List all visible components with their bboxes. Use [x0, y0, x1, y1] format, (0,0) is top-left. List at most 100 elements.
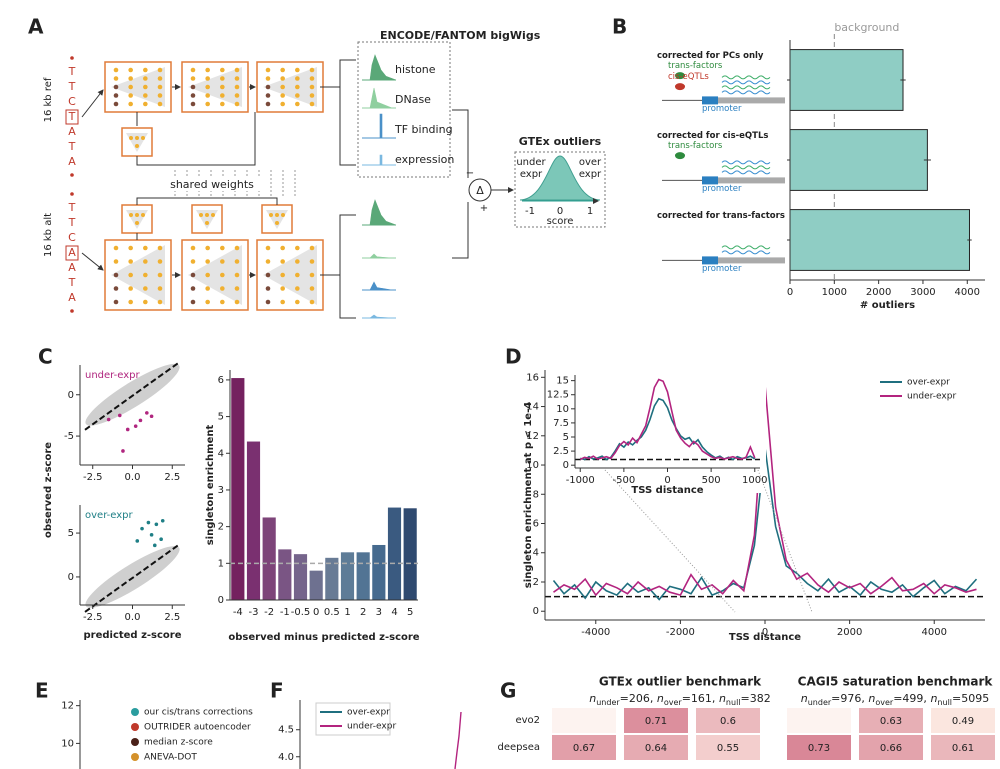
x-tick-label: 4 — [391, 607, 397, 618]
panel-label: F — [270, 679, 284, 703]
neuron — [157, 93, 163, 98]
seq-dot — [70, 173, 74, 177]
track-signal — [362, 199, 397, 226]
neuron — [113, 286, 119, 291]
bar — [293, 554, 308, 600]
gene-body — [718, 97, 785, 104]
point — [140, 526, 144, 531]
binding-wave — [721, 165, 771, 170]
neuron — [190, 101, 196, 107]
x-tick-label: -2000 — [666, 627, 695, 638]
subtitle-part: n — [868, 692, 875, 705]
bar — [372, 544, 386, 600]
track-label: TF binding — [394, 123, 453, 136]
gene-body — [718, 257, 785, 264]
point — [154, 522, 159, 527]
neuron — [128, 286, 133, 291]
score-distribution — [519, 155, 601, 201]
panel-label: D — [505, 345, 522, 369]
subtitle-part: null — [726, 698, 741, 707]
neuron — [205, 299, 210, 305]
gtex-box — [514, 151, 606, 228]
group-title: GTEx outlier benchmark — [599, 675, 762, 689]
y-tick-label: 0 — [68, 390, 74, 401]
neuron — [265, 101, 271, 107]
point — [125, 427, 130, 432]
panel-label: E — [35, 679, 49, 703]
point — [146, 520, 151, 525]
sequence-letter: T — [68, 80, 76, 93]
y-tick-label: 12 — [61, 701, 74, 712]
bar — [789, 209, 970, 271]
neuron — [143, 101, 148, 107]
under-expr-label: under — [516, 157, 546, 168]
sequence-letter: T — [68, 201, 76, 214]
cell-bg — [552, 708, 616, 733]
neuron — [295, 76, 300, 81]
neuron — [280, 259, 285, 264]
bar — [340, 552, 355, 600]
neuron — [295, 84, 300, 90]
x-tick-label: 2000 — [866, 287, 891, 298]
y-tick-label: 2 — [533, 577, 539, 588]
neuron — [234, 76, 240, 81]
legend-label: over-expr — [85, 510, 134, 521]
neuron — [220, 67, 225, 73]
neuron — [295, 101, 300, 107]
category-label: corrected for cis-eQTLs — [657, 131, 768, 141]
sequence-letter: A — [68, 125, 76, 138]
neuron — [135, 144, 139, 148]
subtitle-part: n — [657, 692, 664, 705]
neuron — [143, 93, 148, 98]
sequence-letter: T — [68, 216, 76, 229]
neuron — [205, 259, 210, 264]
track-signal — [362, 154, 396, 166]
neuron — [113, 67, 119, 73]
bar — [262, 517, 276, 600]
score-tick-label: 0 — [557, 206, 563, 217]
bar — [246, 441, 261, 600]
neuron — [234, 67, 240, 73]
point — [106, 417, 111, 422]
cell-label: 0.71 — [645, 716, 667, 727]
neuron — [141, 213, 145, 217]
x-tick-label: -3 — [249, 607, 259, 618]
neuron — [205, 245, 210, 251]
neuron — [113, 259, 119, 264]
cell-label: 0.67 — [573, 743, 595, 754]
neuron — [309, 299, 315, 305]
neuron — [190, 93, 196, 98]
x-tick-label: 4000 — [955, 287, 980, 298]
group-title: CAGI5 saturation benchmark — [798, 675, 994, 689]
neuron — [190, 259, 196, 264]
y-axis-label: singleton enrichment at p < 1e-4 — [523, 402, 534, 588]
annotation: promoter — [702, 104, 742, 114]
neuron — [128, 67, 133, 73]
y-tick-label: 10 — [61, 738, 74, 749]
neuron — [280, 272, 285, 278]
category-label: corrected for trans-factors — [657, 211, 785, 221]
neuron — [265, 84, 271, 90]
neuron — [135, 136, 139, 140]
cell-label: 0.63 — [880, 716, 902, 727]
neuron — [128, 272, 133, 278]
subtitle-part: under — [596, 698, 620, 707]
neuron — [205, 272, 210, 278]
cell-bg — [787, 708, 851, 733]
subtitle-part: =161, — [682, 692, 719, 705]
neuron — [143, 84, 148, 90]
binding-wave — [721, 80, 771, 85]
neuron — [234, 101, 240, 107]
subtitle-part: null — [937, 698, 952, 707]
score-tick-label: 1 — [587, 206, 593, 217]
panel-label: B — [612, 15, 627, 39]
subtitle-part: =206, — [620, 692, 657, 705]
y-tick-label: 4 — [533, 548, 539, 559]
plus-sign: + — [480, 203, 488, 214]
heatmap-cell — [696, 708, 760, 733]
legend-box — [315, 702, 391, 736]
y-tick-label: 6 — [218, 375, 224, 386]
neuron — [190, 84, 196, 90]
x-tick-label: 0 — [313, 607, 319, 618]
x-tick-label: 0.0 — [125, 472, 141, 483]
